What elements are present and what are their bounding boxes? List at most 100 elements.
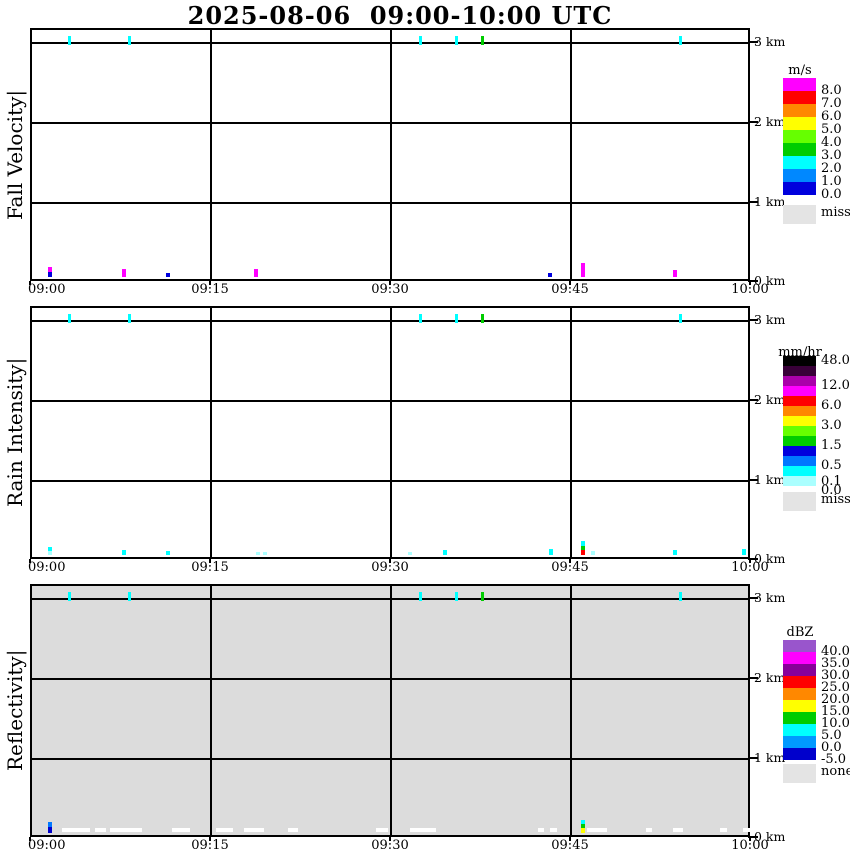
event-mark-3km [480,592,484,601]
legend-value-label: 6.0 [821,397,842,413]
legend-band [783,104,816,117]
km-tick [748,121,758,123]
ylabel-rain-intensity: Rain Intensity| [3,357,27,508]
event-mark-0km [48,551,53,555]
time-tick-label: 09:45 [551,560,589,575]
legend-band [783,78,816,91]
missing-data-dash [742,828,750,832]
legend-band [783,664,816,676]
grid-line-vertical [570,30,572,279]
legend-value-label: 35.0 [821,655,850,671]
event-mark-0km [673,270,677,277]
legend-band [783,169,816,182]
missing-data-dash [720,828,728,832]
event-mark-3km [480,36,484,45]
event-mark-0km [408,552,413,555]
legend-band [783,91,816,104]
legend-value-label: 3.0 [821,417,842,433]
legend-band [783,156,816,169]
missing-data-dash [171,828,190,832]
time-tick-label: 09:15 [191,838,229,853]
time-tick-label: 09:30 [371,560,409,575]
event-mark-3km [68,36,72,45]
legend-title-fall-velocity: m/s [788,63,812,78]
km-tick [748,399,758,401]
legend-miss-label: miss [821,205,850,220]
time-tick-label: 09:15 [191,560,229,575]
grid-line-vertical [210,308,212,557]
legend-value-label: 10.0 [821,715,850,731]
km-tick-label: 3 km [754,312,786,327]
time-tick [749,281,751,285]
legend-band [783,712,816,724]
legend-value-label: 2.0 [821,160,842,176]
grid-line-vertical [390,30,392,279]
missing-data-dash [110,828,142,832]
event-mark-3km [678,314,682,323]
time-tick [389,837,391,841]
legend-value-label: 0.0 [821,482,842,498]
event-mark-0km [48,272,53,277]
time-tick-label: 09:15 [191,282,229,297]
legend-miss-label: none [821,764,850,779]
legend-value-label: 7.0 [821,95,842,111]
time-tick [209,559,211,563]
event-mark-3km [678,36,682,45]
grid-line-vertical [210,30,212,279]
legend-band [783,466,816,476]
legend-value-label: 15.0 [821,703,850,719]
panel-rain-intensity [30,306,750,559]
legend-value-label: 6.0 [821,108,842,124]
event-mark-3km [128,314,132,323]
time-tick-label: 09:45 [551,838,589,853]
event-mark-3km [418,36,422,45]
event-mark-0km [581,546,586,550]
time-tick-label: 10:00 [731,560,769,575]
legend-value-label: 40.0 [821,643,850,659]
legend-band [783,117,816,130]
legend-value-label: 8.0 [821,82,842,98]
time-tick-label: 09:30 [371,838,409,853]
event-mark-0km [443,550,448,555]
legend-band [783,396,816,406]
grid-line-vertical [570,586,572,835]
missing-data-dash [537,828,544,832]
km-tick [748,319,758,321]
event-mark-3km [454,36,458,45]
panel-fall-velocity [30,28,750,281]
grid-line-vertical [390,308,392,557]
km-tick [748,558,758,560]
event-mark-0km [48,267,53,272]
event-mark-0km [581,828,586,833]
event-mark-3km [128,592,132,601]
legend-value-label: 5.0 [821,121,842,137]
legend-band [783,676,816,688]
legend-value-label: 48.0 [821,352,850,368]
panel-reflectivity [30,584,750,837]
ylabel-reflectivity: Reflectivity| [3,649,27,772]
time-tick [29,837,31,841]
time-tick [209,281,211,285]
missing-data-dash [62,828,90,832]
missing-data-dash [645,828,652,832]
time-tick [389,559,391,563]
event-mark-0km [48,822,53,827]
missing-data-dash [216,828,233,832]
km-tick-label: 0 km [754,273,786,288]
event-mark-3km [454,592,458,601]
time-tick-label: 09:45 [551,282,589,297]
event-mark-0km [581,824,586,828]
event-mark-3km [678,592,682,601]
time-tick [749,837,751,841]
km-tick [748,597,758,599]
legend-value-label: 25.0 [821,679,850,695]
km-tick-label: 3 km [754,590,786,605]
legend-value-label: 0.5 [821,457,842,473]
event-mark-0km [590,551,595,555]
time-tick-label: 09:00 [28,282,66,297]
legend-value-label: 30.0 [821,667,850,683]
legend-value-label: 0.0 [821,186,842,202]
time-tick [569,559,571,563]
time-tick-label: 09:00 [28,560,66,575]
km-tick-label: 0 km [754,829,786,844]
